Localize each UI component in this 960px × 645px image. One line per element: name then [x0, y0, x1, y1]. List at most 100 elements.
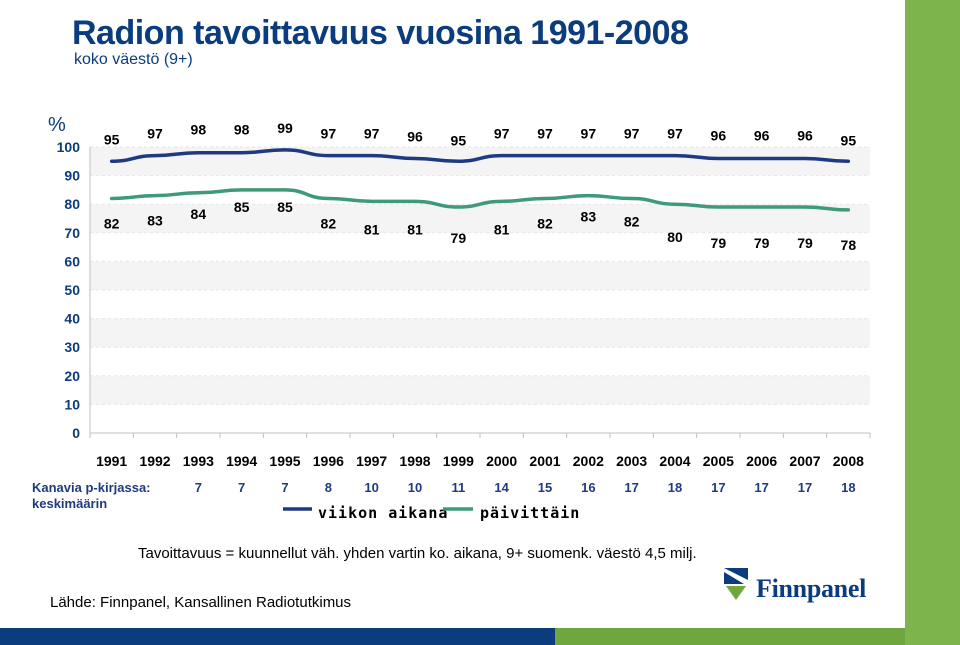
data-label: 96	[711, 127, 727, 143]
data-label: 97	[147, 126, 163, 142]
channels-value: 16	[581, 480, 595, 495]
legend-label: päivittäin	[480, 504, 580, 522]
data-label: 97	[364, 126, 380, 142]
channels-value: 15	[538, 480, 552, 495]
data-label: 98	[191, 122, 207, 138]
channels-value: 11	[451, 480, 465, 495]
data-label: 96	[797, 127, 813, 143]
grid-band	[90, 347, 870, 376]
page-title: Radion tavoittavuus vuosina 1991-2008	[72, 14, 689, 52]
decorative-bottom-bar-blue	[0, 628, 555, 645]
y-tick-label: 70	[64, 225, 80, 241]
x-tick-label: 1998	[399, 453, 430, 469]
y-tick-label: 40	[64, 311, 80, 327]
x-tick-label: 1999	[443, 453, 474, 469]
legend-label: viikon aikana	[318, 504, 448, 522]
x-tick-label: 1995	[269, 453, 300, 469]
channels-value: 17	[624, 480, 638, 495]
data-label: 83	[147, 213, 163, 229]
data-label: 81	[364, 221, 380, 237]
data-label: 97	[624, 126, 640, 142]
y-tick-label: 80	[64, 196, 80, 212]
x-tick-label: 1992	[139, 453, 170, 469]
channels-value: 14	[494, 480, 509, 495]
y-tick-label: 100	[57, 139, 81, 155]
x-tick-label: 2004	[659, 453, 690, 469]
data-label: 97	[581, 126, 597, 142]
data-label: 82	[321, 215, 337, 231]
grid-band	[90, 261, 870, 290]
data-label: 97	[667, 126, 683, 142]
data-label: 85	[234, 199, 250, 215]
x-tick-label: 1994	[226, 453, 257, 469]
x-tick-label: 2005	[703, 453, 734, 469]
data-label: 99	[277, 120, 293, 136]
x-tick-label: 2003	[616, 453, 647, 469]
channels-value: 8	[325, 480, 332, 495]
data-label: 96	[754, 127, 770, 143]
grid-band	[90, 290, 870, 319]
x-tick-label: 1991	[96, 453, 127, 469]
reach-line-chart: 0 10 20 30 40 50 60 70 80 90 100% 1991 1992 1993 1994 1…	[32, 114, 871, 522]
x-tick-label: 1993	[183, 453, 214, 469]
data-label: 84	[191, 206, 207, 222]
channels-value: 7	[238, 480, 245, 495]
page-subtitle: koko väestö (9+)	[74, 51, 193, 68]
data-label: 79	[797, 235, 813, 251]
data-label: 97	[494, 126, 510, 142]
grid-band	[90, 375, 870, 405]
y-unit-label: %	[48, 114, 66, 136]
data-label: 95	[841, 132, 857, 148]
channels-value: 7	[281, 480, 288, 495]
channels-label: Kanavia p-kirjassa:	[32, 480, 151, 495]
x-tick-label: 2007	[789, 453, 820, 469]
channels-value: 7	[195, 480, 202, 495]
grid-band	[90, 204, 870, 233]
channels-value: 17	[754, 480, 768, 495]
data-label: 97	[537, 126, 553, 142]
grid-band	[90, 404, 870, 433]
y-tick-label: 30	[64, 339, 80, 355]
x-tick-label: 2008	[833, 453, 864, 469]
y-tick-label: 60	[64, 253, 80, 269]
data-label: 79	[711, 235, 727, 251]
y-tick-label: 20	[64, 368, 80, 384]
x-tick-label: 1997	[356, 453, 387, 469]
data-label: 82	[104, 215, 120, 231]
y-tick-label: 10	[64, 396, 80, 412]
channels-value: 10	[408, 480, 422, 495]
data-label: 85	[277, 199, 293, 215]
definition-note: Tavoittavuus = kuunnellut väh. yhden var…	[138, 545, 697, 562]
data-label: 98	[234, 122, 250, 138]
data-label: 80	[667, 229, 683, 245]
y-tick-label: 50	[64, 282, 80, 298]
series-line-weekly	[109, 148, 851, 164]
finnpanel-logo-icon	[724, 568, 748, 600]
data-label: 95	[104, 131, 120, 147]
grid-band	[90, 232, 870, 262]
decorative-side-bar	[905, 0, 960, 645]
channels-value: 17	[711, 480, 725, 495]
finnpanel-logo-text: Finnpanel	[756, 574, 867, 603]
data-label: 97	[321, 126, 337, 142]
channels-label-2: keskimäärin	[32, 496, 107, 511]
channels-value: 18	[841, 480, 855, 495]
data-label: 95	[451, 132, 467, 148]
x-tick-label: 2001	[529, 453, 560, 469]
x-tick-label: 2000	[486, 453, 517, 469]
data-label: 96	[407, 128, 423, 144]
series-line-daily	[109, 188, 851, 212]
x-tick-label: 2006	[746, 453, 777, 469]
y-tick-label: 90	[64, 168, 80, 184]
decorative-bottom-bar	[0, 628, 905, 645]
data-label: 82	[537, 215, 553, 231]
y-tick-label: 0	[72, 425, 80, 441]
channels-value: 17	[798, 480, 812, 495]
data-label: 81	[407, 221, 423, 237]
channels-value: 10	[364, 480, 378, 495]
grid-band	[90, 318, 870, 348]
data-label: 79	[754, 235, 770, 251]
data-label: 78	[841, 237, 857, 253]
data-label: 83	[581, 209, 597, 225]
x-tick-label: 2002	[573, 453, 604, 469]
